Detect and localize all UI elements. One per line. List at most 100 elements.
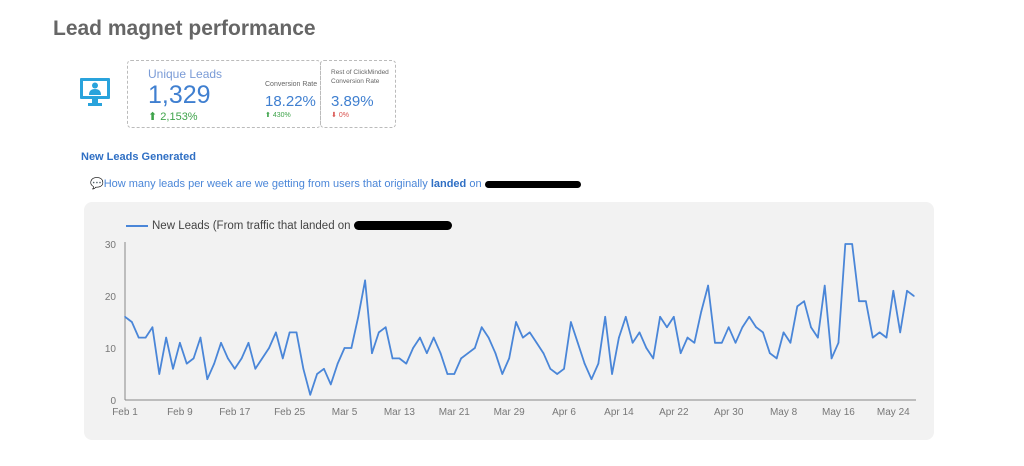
x-tick-label: May 24 [877, 407, 910, 418]
data-point [817, 336, 819, 339]
y-tick-label: 10 [105, 344, 117, 355]
data-point [755, 326, 757, 329]
data-point [446, 373, 449, 375]
rest-conversion-value: 3.89% [331, 93, 374, 110]
data-point [549, 368, 552, 370]
x-tick-label: May 8 [770, 407, 798, 418]
data-point [494, 352, 497, 355]
data-point [762, 331, 764, 334]
series-line-new-leads [124, 243, 915, 396]
data-point [803, 300, 805, 303]
data-point [131, 321, 133, 323]
x-tick-label: Feb 25 [274, 407, 306, 418]
data-point [151, 326, 154, 329]
data-point [137, 336, 140, 339]
rest-conversion-label: Rest of ClickMinded Conversion Rate [331, 69, 389, 85]
monitor-user-icon [79, 77, 111, 112]
x-tick-label: Mar 29 [494, 407, 526, 418]
data-point [810, 326, 812, 329]
data-point [727, 326, 730, 329]
data-point [604, 316, 606, 318]
data-point [721, 342, 723, 344]
unique-leads-card: Unique Leads 1,329 ⬆ 2,153% Conversion R… [127, 60, 321, 128]
data-point [419, 336, 421, 339]
page-title: Lead magnet performance [53, 17, 316, 40]
data-point [378, 331, 380, 334]
data-point [467, 352, 469, 355]
data-point [295, 331, 298, 334]
data-point [535, 342, 538, 344]
data-point [659, 316, 661, 318]
question-text: 💬How many leads per week are we getting … [90, 177, 581, 190]
data-point [192, 357, 195, 360]
data-point [645, 347, 648, 349]
data-point [823, 284, 826, 287]
data-point [460, 357, 462, 360]
data-point [906, 290, 908, 292]
data-point [474, 347, 476, 349]
x-tick-label: Apr 14 [604, 407, 634, 418]
data-point [652, 357, 655, 360]
data-point [391, 357, 394, 360]
x-tick-label: Mar 21 [439, 407, 471, 418]
data-point [734, 342, 737, 344]
data-point [165, 336, 167, 339]
data-point [707, 284, 709, 287]
data-point [576, 342, 579, 344]
data-point [268, 347, 270, 349]
data-point [261, 357, 264, 360]
data-point [782, 331, 785, 334]
data-point [913, 295, 915, 297]
rest-conversion-card: Rest of ClickMinded Conversion Rate 3.89… [320, 60, 396, 128]
data-point [254, 368, 257, 370]
data-point [343, 347, 346, 349]
data-point [487, 336, 490, 339]
rest-conversion-change: ⬇ 0% [331, 112, 349, 119]
data-point [618, 336, 620, 339]
conversion-label: Conversion Rate [265, 81, 318, 88]
unique-leads-label: Unique Leads [148, 67, 223, 81]
data-point [453, 373, 456, 375]
data-point [865, 300, 867, 303]
data-point [227, 357, 229, 360]
x-tick-label: Feb 9 [167, 407, 193, 418]
data-point [673, 316, 675, 318]
data-point [384, 326, 387, 329]
data-point [871, 336, 874, 339]
data-point [624, 316, 627, 318]
data-point [364, 279, 366, 282]
data-point [233, 368, 236, 370]
data-point [439, 352, 442, 355]
data-point [796, 305, 799, 308]
y-tick-label: 30 [105, 240, 117, 251]
data-point [508, 357, 510, 360]
x-tick-label: Feb 17 [219, 407, 251, 418]
data-point [124, 316, 126, 318]
data-point [638, 331, 641, 334]
data-point [597, 362, 600, 365]
data-point [775, 357, 778, 360]
data-point [611, 373, 613, 375]
x-tick-label: Feb 1 [112, 407, 138, 418]
y-tick-label: 20 [105, 292, 117, 303]
data-point [199, 336, 202, 339]
data-point [398, 357, 401, 360]
data-point [323, 368, 325, 370]
data-point [679, 352, 682, 355]
y-tick-label: 0 [110, 396, 116, 407]
data-point [542, 352, 545, 355]
data-point [885, 336, 888, 339]
data-point [892, 290, 895, 292]
data-point [631, 342, 634, 344]
conversion-change: ⬆ 430% [265, 112, 291, 119]
data-point [748, 316, 751, 318]
data-point [666, 326, 668, 329]
data-point [556, 373, 558, 375]
data-point [275, 331, 277, 334]
data-point [858, 300, 860, 303]
legend-line-icon [126, 224, 148, 227]
data-point [405, 362, 408, 365]
data-point [309, 394, 312, 396]
data-point [240, 357, 243, 360]
data-point [714, 342, 716, 344]
